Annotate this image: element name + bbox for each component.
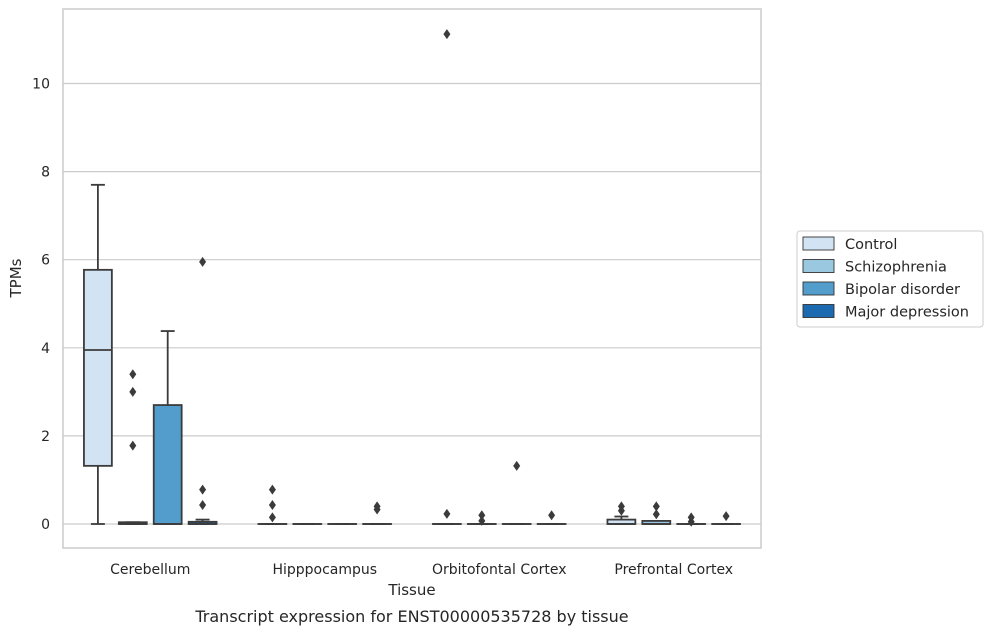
series-major-depression bbox=[187, 256, 741, 525]
box-body-control-cerebellum bbox=[83, 268, 113, 467]
y-tick-label-2: 2 bbox=[41, 429, 50, 445]
legend-swatch-bipolar-disorder bbox=[802, 281, 835, 296]
outlier-major-depression-cerebellum-0 bbox=[199, 256, 207, 267]
box-major-depression-hipppocampus bbox=[362, 501, 392, 525]
y-tick-labels: 0 2 4 6 8 10 bbox=[32, 77, 50, 534]
x-tick-label-cerebellum: Cerebellum bbox=[110, 562, 190, 578]
y-tick-label-6: 6 bbox=[41, 253, 50, 269]
box-bipolar-disorder-orbitofontal-cortex bbox=[501, 460, 532, 525]
outlier-control-hipppocampus-0 bbox=[268, 484, 276, 495]
outlier-control-orbitofontal-cortex-0 bbox=[443, 29, 451, 40]
x-axis-label: Tissue bbox=[387, 581, 435, 599]
outlier-schizophrenia-prefrontal-cortex-0 bbox=[652, 501, 660, 512]
y-tick-label-4: 4 bbox=[41, 341, 50, 357]
outlier-control-orbitofontal-cortex-1 bbox=[443, 508, 451, 519]
box-control-orbitofontal-cortex bbox=[432, 29, 462, 525]
outlier-bipolar-disorder-orbitofontal-cortex-0 bbox=[513, 460, 521, 471]
legend-label-major-depression: Major depression bbox=[845, 305, 969, 321]
x-tick-label-prefrontal-cortex: Prefrontal Cortex bbox=[614, 562, 733, 578]
x-tick-label-hipppocampus: Hipppocampus bbox=[272, 562, 377, 578]
box-control-prefrontal-cortex bbox=[606, 501, 637, 525]
box-major-depression-prefrontal-cortex bbox=[711, 511, 741, 525]
outlier-control-hipppocampus-2 bbox=[268, 512, 276, 523]
outlier-schizophrenia-cerebellum-2 bbox=[129, 440, 137, 451]
x-tick-labels: Cerebellum Hipppocampus Orbitofontal Corte… bbox=[110, 562, 733, 578]
outlier-bipolar-disorder-prefrontal-cortex-1 bbox=[687, 516, 695, 527]
legend-label-control: Control bbox=[845, 237, 897, 253]
outlier-schizophrenia-orbitofontal-cortex-1 bbox=[478, 515, 486, 526]
plot-frame bbox=[62, 8, 762, 549]
outlier-major-depression-hipppocampus-1 bbox=[373, 504, 381, 515]
box-body-bipolar-disorder-cerebellum bbox=[152, 404, 183, 525]
legend-label-bipolar-disorder: Bipolar disorder bbox=[845, 282, 960, 298]
box-bipolar-disorder-cerebellum bbox=[152, 330, 183, 525]
outlier-major-depression-orbitofontal-cortex-0 bbox=[548, 510, 556, 521]
legend-swatch-control bbox=[802, 236, 835, 251]
x-tick-label-orbitofontal-cortex: Orbitofontal Cortex bbox=[432, 562, 567, 578]
legend-swatch-schizophrenia bbox=[802, 259, 835, 273]
box-schizophrenia-prefrontal-cortex bbox=[641, 501, 672, 525]
outlier-major-depression-cerebellum-2 bbox=[199, 500, 207, 511]
box-schizophrenia-orbitofontal-cortex bbox=[466, 510, 497, 526]
box-major-depression-orbitofontal-cortex bbox=[536, 510, 567, 525]
box-plot-series bbox=[83, 29, 741, 527]
y-tick-label-8: 8 bbox=[41, 165, 50, 181]
y-tick-label-10: 10 bbox=[32, 77, 50, 93]
outlier-schizophrenia-prefrontal-cortex-1 bbox=[652, 509, 660, 520]
outlier-major-depression-prefrontal-cortex-0 bbox=[722, 511, 730, 522]
box-control-cerebellum bbox=[83, 183, 113, 525]
legend-swatch-major-depression bbox=[802, 304, 835, 318]
y-tick-label-0: 0 bbox=[41, 517, 50, 533]
outlier-control-hipppocampus-1 bbox=[268, 500, 276, 511]
outlier-schizophrenia-cerebellum-0 bbox=[129, 369, 137, 380]
legend: Control Schizophrenia Bipolar disorder Majo… bbox=[796, 230, 984, 328]
series-schizophrenia bbox=[117, 369, 672, 526]
legend-label-schizophrenia: Schizophrenia bbox=[845, 260, 947, 276]
outlier-schizophrenia-cerebellum-1 bbox=[129, 386, 137, 397]
outlier-major-depression-cerebellum-1 bbox=[199, 484, 207, 495]
legend-frame bbox=[796, 230, 984, 328]
series-bipolar-disorder bbox=[152, 330, 707, 527]
y-axis-label: TPMs bbox=[7, 258, 25, 298]
box-schizophrenia-cerebellum bbox=[117, 369, 148, 525]
chart-caption: Transcript expression for ENST0000053572… bbox=[194, 607, 628, 626]
series-control bbox=[83, 29, 637, 525]
box-bipolar-disorder-prefrontal-cortex bbox=[676, 512, 707, 527]
outlier-schizophrenia-orbitofontal-cortex-0 bbox=[478, 510, 486, 521]
box-major-depression-cerebellum bbox=[187, 256, 218, 525]
outlier-control-prefrontal-cortex-1 bbox=[617, 505, 625, 516]
box-control-hipppocampus bbox=[257, 484, 288, 525]
